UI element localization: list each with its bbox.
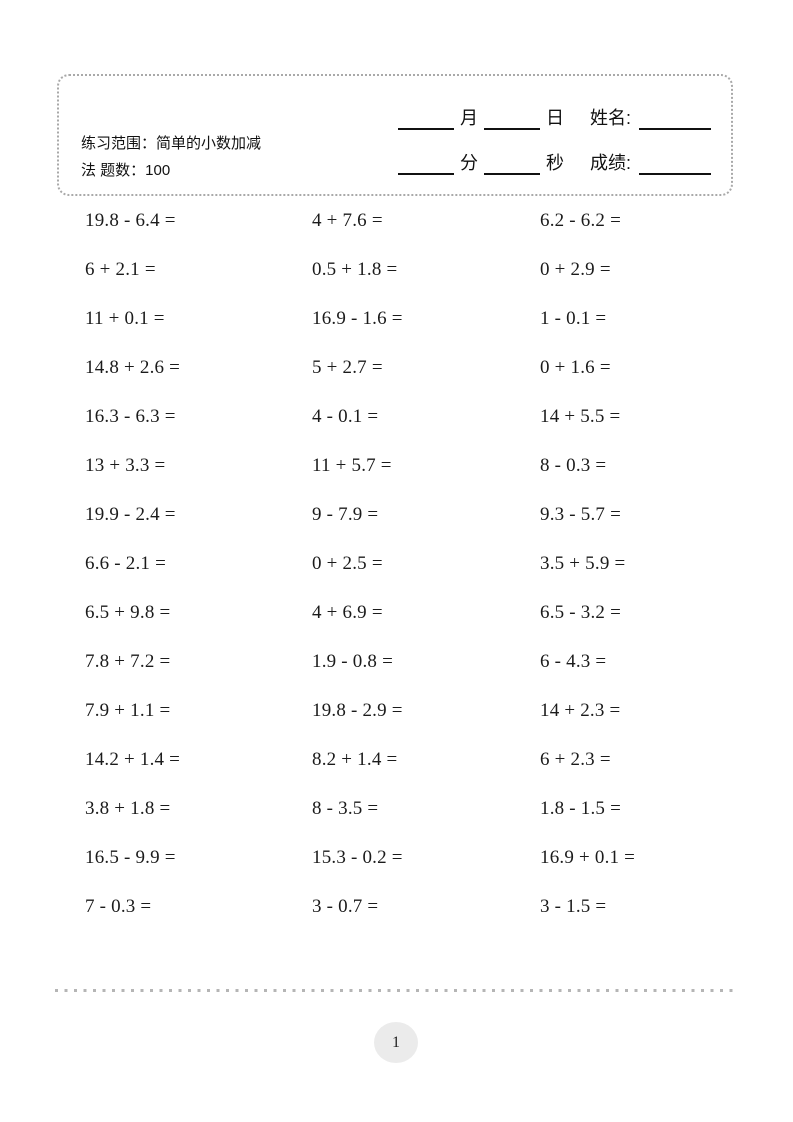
problem-cell: 16.3 - 6.3 = (85, 406, 176, 427)
score-label: 成绩: (589, 152, 631, 173)
day-blank (483, 108, 540, 130)
problem-cell: 5 + 2.7 = (312, 357, 383, 378)
problem-cell: 9 - 7.9 = (312, 504, 379, 525)
practice-scope-line2: 法 题数：100 (81, 162, 171, 179)
problem-cell: 8 - 3.5 = (312, 798, 379, 819)
problem-cell: 6 + 2.1 = (85, 259, 156, 280)
problem-cell: 7.9 + 1.1 = (85, 700, 171, 721)
problem-cell: 14.2 + 1.4 = (85, 749, 181, 770)
time-score-row: 分 秒 成绩: (397, 135, 711, 175)
name-label: 姓名: (589, 107, 631, 128)
practice-scope-line1: 练习范围：简单的小数加减 (81, 135, 262, 152)
problem-cell: 1 - 0.1 = (540, 308, 607, 329)
problem-cell: 9.3 - 5.7 = (540, 504, 621, 525)
problem-cell: 8.2 + 1.4 = (312, 749, 398, 770)
problem-cell: 4 + 6.9 = (312, 602, 383, 623)
page-number-badge: 1 (374, 1022, 418, 1063)
problem-cell: 6.2 - 6.2 = (540, 210, 621, 231)
problem-cell: 19.8 - 6.4 = (85, 210, 176, 231)
minute-label: 分 (459, 152, 478, 173)
problem-cell: 19.9 - 2.4 = (85, 504, 176, 525)
month-blank (397, 108, 454, 130)
score-blank (639, 153, 711, 175)
problem-cell: 15.3 - 0.2 = (312, 847, 403, 868)
minute-blank (397, 153, 454, 175)
problem-cell: 6.5 + 9.8 = (85, 602, 171, 623)
name-blank (639, 108, 711, 130)
practice-scope: 练习范围：简单的小数加减 法 题数：100 (81, 130, 261, 184)
problem-cell: 14 + 5.5 = (540, 406, 621, 427)
problem-cell: 11 + 0.1 = (85, 308, 165, 329)
problem-cell: 8 - 0.3 = (540, 455, 607, 476)
problem-cell: 3 - 1.5 = (540, 896, 607, 917)
problem-cell: 6 + 2.3 = (540, 749, 611, 770)
problem-cell: 7.8 + 7.2 = (85, 651, 171, 672)
second-blank (483, 153, 540, 175)
problems-grid: 19.8 - 6.4 = 4 + 7.6 = 6.2 - 6.2 = 6 + 2… (85, 210, 743, 945)
problem-cell: 16.9 - 1.6 = (312, 308, 403, 329)
problem-cell: 0 + 2.9 = (540, 259, 611, 280)
problem-cell: 3.5 + 5.9 = (540, 553, 626, 574)
problem-cell: 0.5 + 1.8 = (312, 259, 398, 280)
problem-cell: 4 + 7.6 = (312, 210, 383, 231)
problem-cell: 19.8 - 2.9 = (312, 700, 403, 721)
day-label: 日 (545, 107, 564, 128)
problem-cell: 14 + 2.3 = (540, 700, 621, 721)
problem-cell: 6.5 - 3.2 = (540, 602, 621, 623)
problem-cell: 3.8 + 1.8 = (85, 798, 171, 819)
bottom-dotted-separator (55, 989, 738, 992)
problem-cell: 1.8 - 1.5 = (540, 798, 621, 819)
page-number: 1 (392, 1033, 400, 1051)
problem-cell: 13 + 3.3 = (85, 455, 166, 476)
problem-cell: 1.9 - 0.8 = (312, 651, 393, 672)
date-name-row: 月 日 姓名: (397, 90, 711, 130)
problem-cell: 4 - 0.1 = (312, 406, 379, 427)
problem-cell: 3 - 0.7 = (312, 896, 379, 917)
problem-cell: 6.6 - 2.1 = (85, 553, 166, 574)
problem-cell: 0 + 1.6 = (540, 357, 611, 378)
problem-cell: 16.9 + 0.1 = (540, 847, 636, 868)
problem-cell: 7 - 0.3 = (85, 896, 152, 917)
second-label: 秒 (545, 152, 564, 173)
problem-cell: 6 - 4.3 = (540, 651, 607, 672)
problem-cell: 11 + 5.7 = (312, 455, 392, 476)
header-box: 练习范围：简单的小数加减 法 题数：100 月 日 姓名: 分 秒 成绩: (57, 74, 733, 196)
header-fill-in: 月 日 姓名: 分 秒 成绩: (397, 90, 711, 180)
problem-cell: 14.8 + 2.6 = (85, 357, 181, 378)
problem-cell: 0 + 2.5 = (312, 553, 383, 574)
month-label: 月 (459, 107, 478, 128)
problem-cell: 16.5 - 9.9 = (85, 847, 176, 868)
